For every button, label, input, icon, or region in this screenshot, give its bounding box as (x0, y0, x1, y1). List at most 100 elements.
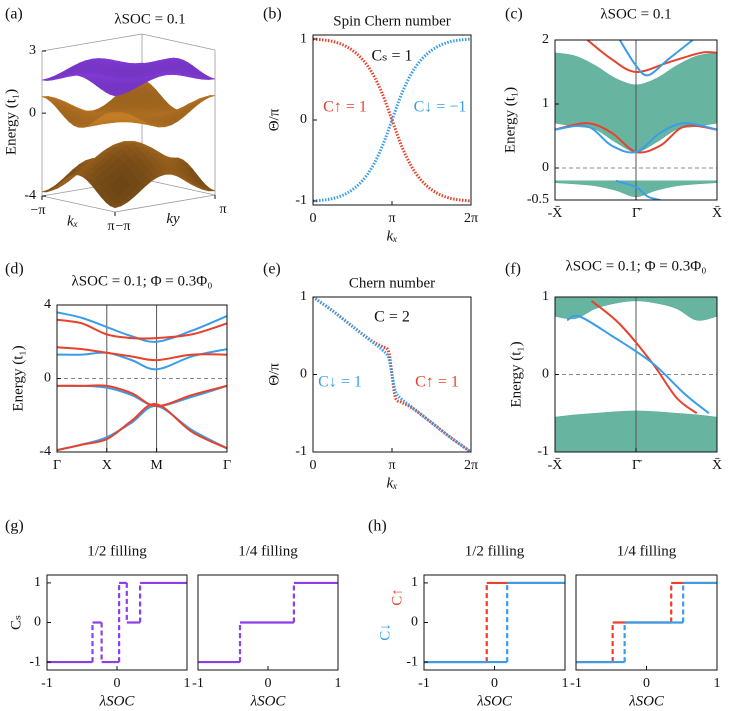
x-tick-label: -1 (418, 676, 430, 691)
y-tick-label: -4 (39, 444, 51, 459)
annotation: C↑ = 1 (415, 374, 459, 391)
y-axis-label: ky (166, 211, 180, 227)
curve (57, 384, 227, 408)
x-axis-label: λSOC (250, 693, 287, 709)
panel-label: (b) (263, 6, 282, 23)
x-tick-label: 2π (464, 458, 478, 473)
curve (313, 37, 471, 203)
curve (313, 297, 471, 452)
plot-area (424, 581, 565, 664)
x-tick-label: π (388, 458, 395, 473)
y-axis-label: Energy (t₁) (502, 87, 518, 153)
x-tick-label: -X̄ (548, 206, 563, 222)
panel-label: (g) (5, 518, 24, 535)
chart-title: λSOC = 0.1; Φ = 0.3Φ₀ (72, 273, 213, 289)
x-tick-label: Γ̄ (632, 206, 643, 221)
chart-title: λSOC = 0.1; Φ = 0.3Φ₀ (566, 258, 707, 274)
x-tick-label: Γ (223, 458, 231, 473)
x-axis-label: kₓ (67, 213, 78, 229)
y-tick-label: 1 (542, 96, 549, 111)
y-tick-label: 0 (44, 371, 51, 386)
plot-area (555, 40, 717, 200)
x-tick-label: -1 (41, 676, 53, 691)
annotation: C↓ = 1 (318, 374, 362, 391)
chart-title: λSOC = 0.1 (114, 11, 185, 27)
x-tick-label: 1 (562, 676, 569, 691)
x-tick-label: −π (31, 203, 46, 218)
x-axis-label: λSOC (476, 693, 513, 709)
x-tick-label: π (107, 219, 114, 234)
y-tick-label: -1 (29, 654, 41, 669)
curve (57, 311, 227, 343)
z-tick-label: 0 (29, 105, 36, 120)
curve (57, 403, 227, 452)
curve (586, 40, 717, 74)
y-axis-label: Cₛ (8, 615, 24, 630)
box-edge (41, 195, 116, 213)
y-tick-label: 0 (542, 160, 549, 175)
curve (57, 318, 227, 340)
y-tick-label: 1 (300, 289, 307, 304)
y-tick-label: π (219, 202, 226, 217)
y-tick-label: 2 (542, 32, 549, 47)
z-tick-label: -4 (24, 188, 36, 203)
chart-title: λSOC = 0.1 (600, 6, 671, 22)
x-tick-label: 0 (643, 676, 650, 691)
x-tick-label: -X̄ (548, 458, 563, 474)
curve (618, 40, 694, 77)
y-tick-label: 1 (411, 575, 418, 590)
x-tick-label: 0 (310, 211, 317, 226)
y-tick-label: -1 (537, 444, 549, 459)
curve (57, 348, 227, 371)
x-tick-label: Γ̄ (632, 458, 643, 473)
x-tick-label: M (150, 458, 163, 473)
surface-patch (109, 203, 123, 209)
y-axis-label: Θ/π (266, 108, 282, 131)
panel-label: (a) (5, 6, 23, 23)
box-edge (41, 33, 143, 52)
y-tick-label: 0 (300, 112, 307, 127)
annotation: C = 2 (374, 309, 410, 326)
y-tick-label: 0 (411, 615, 418, 630)
chart-title: Chern number (349, 275, 435, 291)
chart-title: Spin Chern number (333, 13, 451, 29)
y-tick-label: 1 (34, 575, 41, 590)
x-tick-label: 0 (491, 676, 498, 691)
panel-label: (c) (505, 6, 523, 23)
plot-area (198, 581, 338, 664)
y-axis-label: C↓ (377, 623, 393, 641)
plot-area (313, 37, 471, 203)
chart-title: 1/4 filling (238, 543, 298, 559)
y-axis-label: Energy (t₁) (10, 345, 26, 411)
curve (313, 37, 471, 203)
plot-area (47, 581, 187, 664)
y-tick-label: 0 (34, 615, 41, 630)
panel-label: (e) (263, 261, 281, 278)
y-axis-label: C↑ (389, 588, 405, 606)
x-tick-label: -1 (192, 676, 204, 691)
x-tick-label: 2π (464, 211, 478, 226)
x-tick-label: X̄ (712, 458, 722, 474)
x-tick-label: 1 (335, 676, 342, 691)
curve (57, 384, 227, 408)
x-tick-label: 0 (265, 676, 272, 691)
x-tick-label: -1 (570, 676, 582, 691)
y-tick-label: 0 (542, 367, 549, 382)
plot-area (313, 297, 471, 452)
chart-title: 1/2 filling (465, 543, 525, 559)
curve (566, 314, 710, 415)
chart-title: 1/4 filling (617, 543, 677, 559)
z-tick-label: 3 (29, 43, 36, 58)
box-edge (141, 33, 216, 51)
plot-area (576, 581, 717, 664)
x-tick-label: 1 (714, 676, 721, 691)
panel-label: (d) (5, 261, 24, 278)
x-axis-label: kₓ (387, 228, 398, 244)
annotation: Cₛ = 1 (371, 48, 412, 65)
curve (555, 122, 717, 154)
axes-frame (46, 574, 188, 671)
annotation: C↑ = 1 (323, 99, 367, 116)
x-tick-label: 0 (310, 458, 317, 473)
